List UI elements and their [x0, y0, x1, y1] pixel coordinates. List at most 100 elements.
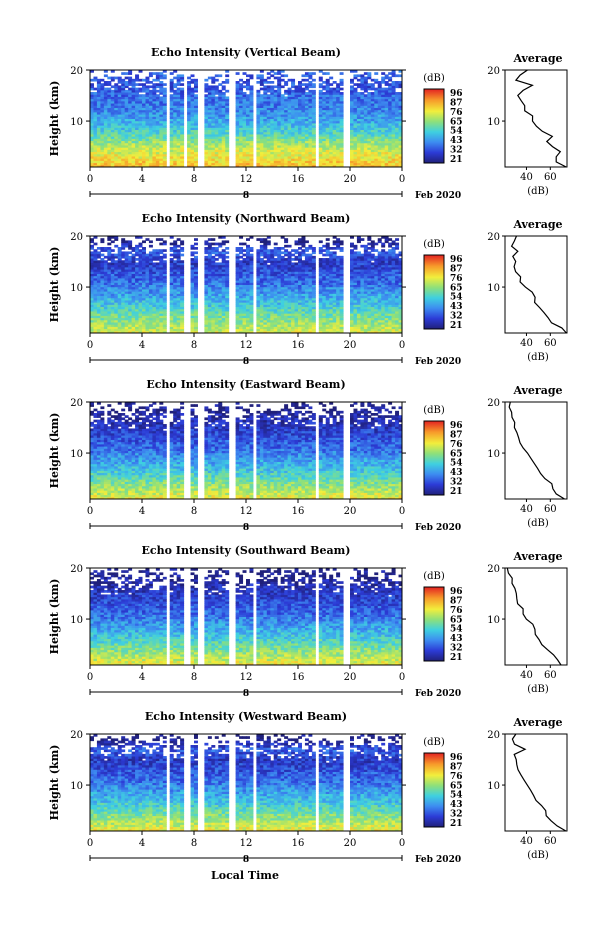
heatmap-cell	[391, 120, 396, 124]
heatmap-cell	[96, 319, 101, 323]
heatmap-cell	[159, 111, 164, 115]
heatmap-cell	[155, 306, 160, 310]
heatmap-cell	[367, 127, 372, 131]
heatmap-cell	[173, 98, 178, 102]
heatmap-cell	[287, 118, 292, 122]
heatmap-cell	[242, 122, 247, 126]
heatmap-cell	[329, 162, 334, 166]
heatmap-cell	[159, 136, 164, 139]
heatmap-cell	[256, 140, 261, 144]
heatmap-cell	[176, 136, 181, 139]
heatmap-cell	[225, 103, 230, 106]
heatmap-cell	[336, 127, 341, 131]
heatmap-cell	[336, 87, 341, 91]
heatmap-cell	[207, 160, 212, 164]
heatmap-cell	[381, 160, 386, 164]
heatmap-cell	[308, 142, 313, 146]
heatmap-cell	[322, 160, 327, 164]
heatmap-cell	[176, 127, 181, 131]
heatmap-cell	[398, 114, 403, 117]
heatmap-cell	[384, 81, 389, 84]
heatmap-cell	[263, 306, 268, 310]
heatmap-cell	[395, 111, 400, 115]
heatmap-cell	[287, 153, 292, 157]
heatmap-cell	[225, 319, 230, 323]
heatmap-cell	[107, 306, 112, 310]
heatmap-cell	[381, 107, 386, 111]
heatmap-cell	[235, 72, 240, 75]
heatmap-cell	[187, 114, 192, 117]
heatmap-cell	[110, 122, 115, 126]
heatmap-cell	[388, 83, 393, 86]
heatmap-cell	[128, 76, 133, 80]
heatmap-cell	[155, 136, 160, 139]
heatmap-cell	[131, 151, 136, 155]
heatmap-cell	[266, 160, 271, 164]
heatmap-cell	[96, 92, 101, 95]
heatmap-cell	[291, 315, 296, 319]
heatmap-cell	[353, 105, 358, 108]
heatmap-cell	[162, 295, 167, 299]
heatmap-cell	[155, 105, 160, 108]
heatmap-cell	[246, 321, 250, 325]
heatmap-cell	[291, 103, 296, 106]
heatmap-cell	[173, 142, 178, 146]
heatmap-cell	[259, 78, 264, 82]
heatmap-cell	[388, 288, 393, 292]
heatmap-cell	[332, 81, 337, 84]
heatmap-cell	[211, 125, 216, 128]
heatmap-cell	[131, 122, 136, 126]
heatmap-cell	[332, 114, 337, 117]
heatmap-cell	[225, 295, 230, 299]
heatmap-cell	[131, 85, 136, 89]
heatmap-cell	[162, 140, 167, 144]
heatmap-cell	[336, 138, 341, 142]
heatmap-cell	[131, 109, 136, 113]
heatmap-cell	[96, 81, 101, 84]
heatmap-cell	[100, 295, 105, 299]
heatmap-cell	[155, 302, 160, 305]
heatmap-cell	[148, 94, 153, 97]
heatmap-cell	[325, 297, 330, 301]
heatmap-cell	[93, 299, 98, 303]
heatmap-cell	[190, 302, 195, 305]
heatmap-cell	[363, 330, 368, 334]
heatmap-cell	[145, 155, 150, 159]
heatmap-cell	[218, 315, 223, 319]
heatmap-cell	[117, 87, 122, 91]
heatmap-cell	[381, 81, 386, 84]
heatmap-cell	[239, 98, 244, 102]
heatmap-cell	[211, 105, 216, 108]
heatmap-cell	[176, 330, 181, 334]
heatmap-cell	[128, 118, 133, 122]
heatmap-cell	[377, 107, 382, 111]
heatmap-cell	[162, 304, 167, 308]
heatmap-cell	[391, 297, 396, 301]
heatmap-cell	[242, 313, 247, 316]
heatmap-cell	[246, 147, 250, 150]
heatmap-cell	[284, 109, 289, 113]
heatmap-cell	[256, 308, 261, 312]
heatmap-cell	[336, 304, 341, 308]
heatmap-cell	[263, 302, 268, 305]
heatmap-cell	[211, 162, 216, 166]
heatmap-cell	[246, 317, 250, 321]
heatmap-cell	[242, 321, 247, 325]
heatmap-cell	[121, 282, 126, 285]
heatmap-cell	[107, 92, 112, 95]
heatmap-cell	[284, 317, 289, 321]
heatmap-cell	[169, 131, 174, 135]
heatmap-cell	[180, 100, 185, 104]
heatmap-cell	[190, 151, 195, 155]
heatmap-cell	[363, 100, 368, 104]
heatmap-cell	[190, 129, 195, 133]
heatmap-cell	[304, 94, 309, 97]
heatmap-cell	[360, 326, 365, 330]
heatmap-cell	[124, 302, 129, 305]
heatmap-cell	[363, 140, 368, 144]
heatmap-cell	[259, 321, 264, 325]
heatmap-cell	[284, 306, 289, 310]
heatmap-cell	[159, 155, 164, 159]
heatmap-cell	[155, 299, 160, 303]
heatmap-cell	[374, 286, 379, 290]
